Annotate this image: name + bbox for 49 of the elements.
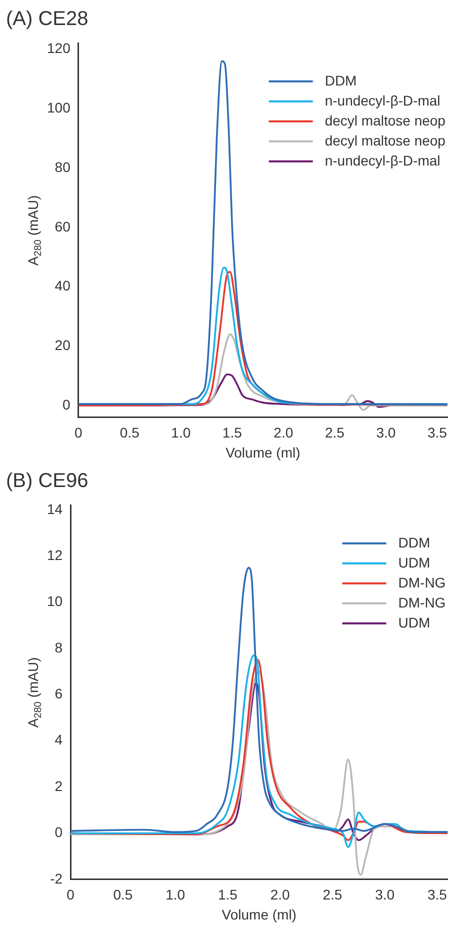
y-tick-label: -2 — [50, 870, 63, 886]
x-tick-label: 3.0 — [376, 424, 396, 441]
x-tick-label: 0.5 — [113, 886, 133, 903]
x-axis-title: Volume (ml) — [222, 906, 296, 922]
y-tick-label: 120 — [47, 40, 71, 56]
legend-label: DDM — [398, 534, 430, 550]
y-tick-label: 10 — [46, 593, 63, 610]
legend-label: DM-NG — [398, 574, 446, 590]
legend-label: UDM — [398, 614, 430, 630]
x-tick-label: 1.5 — [222, 424, 242, 441]
y-tick-label: 4 — [54, 732, 63, 748]
x-tick-label: 2.5 — [324, 424, 345, 441]
y-tick-label: 60 — [54, 218, 71, 234]
x-tick-label: 1.0 — [171, 424, 191, 441]
x-tick-label: 3.5 — [427, 424, 448, 441]
chart-title: (B) CE96 — [5, 469, 90, 494]
y-tick-label: 2 — [54, 778, 63, 794]
y-tick-label: 80 — [54, 158, 71, 175]
y-tick-label: 6 — [54, 686, 63, 702]
line-series — [70, 566, 448, 833]
y-axis-title: A280 (mAU) — [24, 195, 44, 266]
x-tick-label: 2.0 — [274, 424, 294, 441]
x-tick-label: 3.0 — [375, 886, 395, 903]
x-tick-label: 0 — [74, 424, 82, 441]
x-tick-label: 0.5 — [120, 424, 140, 441]
legend-label: decyl maltose neop — [324, 112, 446, 128]
y-tick-label: 12 — [46, 547, 63, 564]
y-tick-label: 8 — [54, 639, 63, 656]
legend-label: UDM — [398, 554, 430, 570]
x-tick-label: 2.5 — [322, 886, 342, 903]
y-tick-label: 0 — [54, 824, 63, 840]
x-tick-label: 2.0 — [270, 886, 290, 903]
x-axis-title: Volume (ml) — [226, 444, 300, 460]
x-tick-label: 1.5 — [218, 886, 238, 903]
legend-label: DM-NG — [398, 594, 446, 610]
legend-label: DDM — [324, 72, 357, 88]
y-tick-label: 100 — [47, 100, 71, 116]
y-axis-title: A280 (mAU) — [24, 657, 44, 728]
x-tick-label: 3.5 — [427, 886, 448, 903]
legend-label: n-undecyl-β-D-mal — [324, 152, 440, 168]
legend-label: decyl maltose neop — [324, 132, 446, 148]
y-tick-label: 20 — [54, 337, 71, 354]
chart-title: (A) CE28 — [5, 7, 90, 32]
line-series — [78, 60, 448, 405]
y-tick-label: 0 — [62, 396, 71, 412]
y-tick-label: 14 — [46, 500, 63, 517]
x-tick-label: 1.0 — [166, 886, 186, 903]
legend-label: n-undecyl-β-D-mal — [324, 92, 440, 108]
y-tick-label: 40 — [54, 278, 71, 294]
